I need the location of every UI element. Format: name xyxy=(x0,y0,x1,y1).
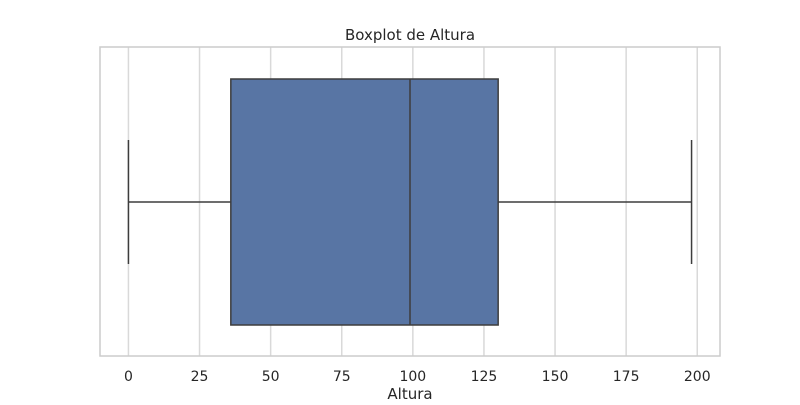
x-tick-label: 0 xyxy=(124,369,133,385)
x-axis-tick-labels: 0 25 50 75 100 125 150 175 200 xyxy=(124,369,711,385)
x-axis-label: Altura xyxy=(387,385,432,400)
x-tick-label: 175 xyxy=(613,369,640,385)
interquartile-box xyxy=(230,78,499,326)
x-tick-label: 75 xyxy=(333,369,351,385)
box-group xyxy=(127,78,693,326)
x-tick-label: 150 xyxy=(542,369,569,385)
x-tick-label: 200 xyxy=(684,369,711,385)
chart-title: Boxplot de Altura xyxy=(345,26,475,44)
plot-area-frame xyxy=(99,46,721,357)
x-tick-label: 125 xyxy=(471,369,498,385)
x-tick-label: 25 xyxy=(191,369,209,385)
x-tick-label: 50 xyxy=(262,369,280,385)
x-tick-label: 100 xyxy=(399,369,426,385)
